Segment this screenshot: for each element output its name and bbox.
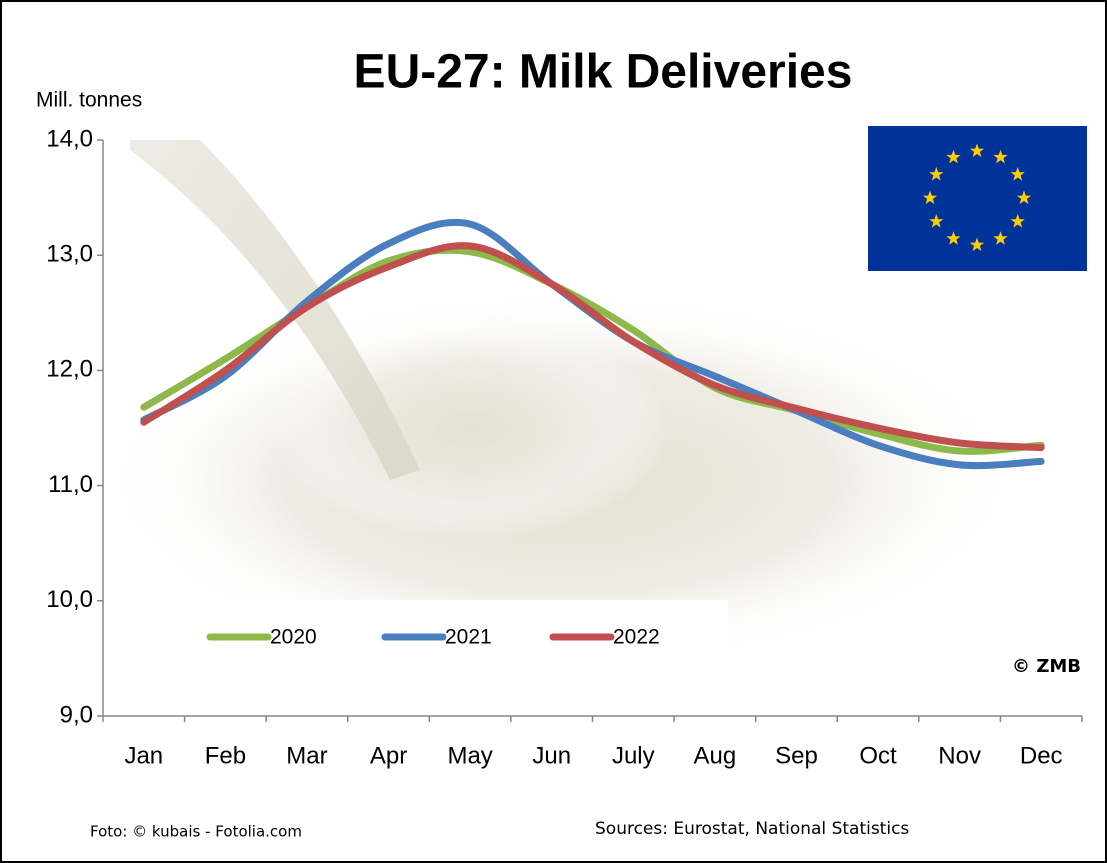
eu-flag	[868, 126, 1087, 271]
y-tick-label: 10,0	[46, 586, 93, 613]
x-tick-label: Dec	[1020, 742, 1063, 769]
flag-star	[993, 231, 1008, 245]
flag-star	[946, 231, 961, 245]
y-tick-label: 11,0	[48, 471, 93, 498]
x-tick-label: Apr	[370, 742, 407, 769]
chart-title: EU-27: Milk Deliveries	[354, 46, 853, 99]
flag-star	[929, 214, 944, 228]
flag-star	[1016, 190, 1032, 205]
flag-star	[946, 149, 961, 164]
x-tick-label: Mar	[286, 742, 327, 769]
series-line	[140, 242, 1045, 452]
x-tick-label: May	[447, 742, 492, 769]
y-axis-label: Mill. tonnes	[36, 89, 142, 112]
copyright: © ZMB	[1012, 656, 1081, 677]
y-tick-label: 13,0	[46, 241, 93, 268]
flag-star	[969, 143, 985, 158]
flag-star	[929, 167, 944, 181]
x-tick-label: Sep	[775, 742, 818, 769]
flag-star	[1010, 214, 1025, 228]
legend-label: 2020	[270, 626, 317, 649]
x-tick-label: Aug	[694, 742, 737, 769]
flag-star	[1010, 167, 1025, 181]
x-tick-label: Nov	[938, 742, 981, 769]
legend-label: 2022	[613, 626, 660, 649]
x-tick-label: July	[612, 742, 655, 769]
x-tick-label: Oct	[859, 742, 897, 769]
x-tick-label: Feb	[205, 742, 246, 769]
y-tick-label: 12,0	[46, 356, 93, 383]
x-tick-label: Jan	[124, 742, 163, 769]
legend-label: 2021	[445, 626, 492, 649]
flag-star	[922, 190, 938, 205]
x-tick-label: Jun	[532, 742, 571, 769]
y-tick-label: 14,0	[46, 125, 93, 152]
y-tick-label: 9,0	[60, 701, 93, 728]
background-photo	[100, 140, 1020, 670]
flag-star	[993, 149, 1008, 164]
source: Sources: Eurostat, National Statistics	[595, 819, 909, 839]
flag-star	[969, 237, 985, 252]
photo-credit: Foto: © kubais - Fotolia.com	[90, 823, 302, 841]
